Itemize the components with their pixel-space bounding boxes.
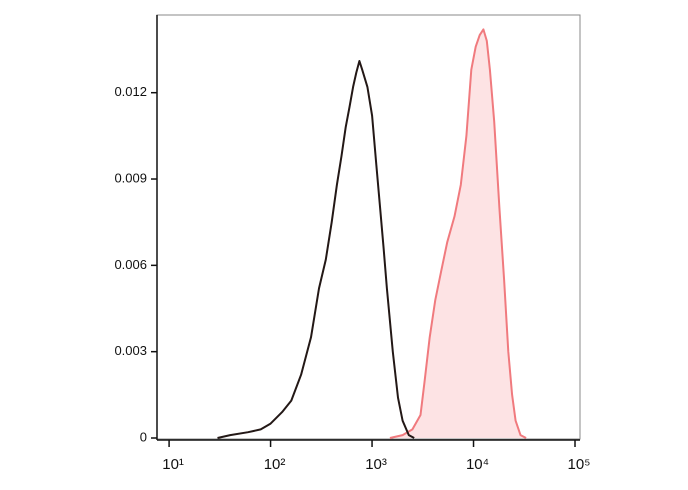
y-tick-label: 0.003: [114, 343, 147, 358]
y-tick-label: 0.006: [114, 257, 147, 272]
series-line: [389, 28, 527, 439]
x-tick-label: 10³: [365, 456, 387, 473]
y-tick-label: 0.012: [114, 84, 147, 99]
plot-frame: [156, 14, 581, 440]
x-tick-label: 10²: [264, 456, 286, 473]
area-fill: [389, 29, 527, 439]
series-line: [217, 60, 415, 439]
x-tick-label: 10⁴: [466, 456, 489, 473]
y-tick-label: 0.009: [114, 170, 147, 185]
x-tick-label: 10⁵: [568, 456, 591, 473]
x-tick-label: 10¹: [162, 456, 184, 473]
y-tick-label: 0: [140, 429, 147, 444]
